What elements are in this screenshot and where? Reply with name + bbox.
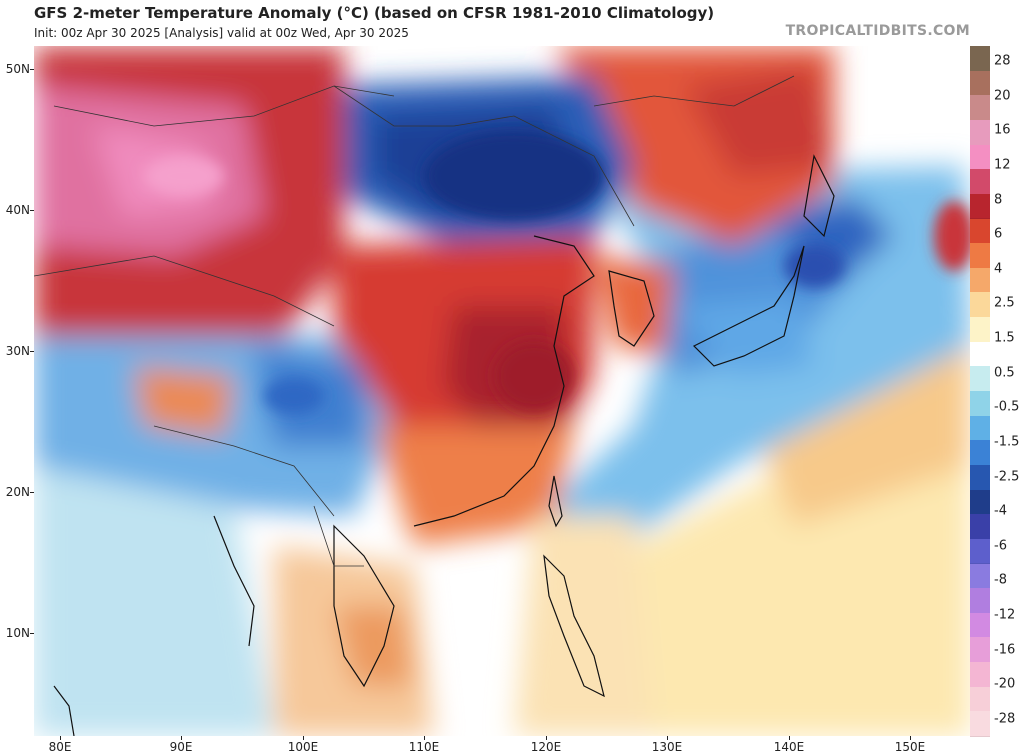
lon-tick <box>60 736 61 740</box>
colorbar-label: 2.5 <box>994 295 1015 311</box>
lat-label-10n: 10N <box>5 626 30 640</box>
colorbar-segment <box>970 538 990 565</box>
colorbar-label: -4 <box>994 503 1007 519</box>
colorbar-segment <box>970 391 990 417</box>
colorbar-label: -28 <box>994 711 1016 727</box>
colorbar-segment <box>970 563 990 590</box>
colorbar-label: 12 <box>994 157 1011 173</box>
colorbar <box>970 46 990 737</box>
anomaly-blobs <box>34 46 970 736</box>
coastlines <box>53 154 835 736</box>
lat-label-40n: 40N <box>5 203 30 217</box>
colorbar-label: -2.5 <box>994 469 1020 485</box>
colorbar-segment <box>970 366 990 392</box>
colorbar-label: 28 <box>994 53 1011 69</box>
colorbar-segment <box>970 440 990 466</box>
colorbar-segment <box>970 267 990 294</box>
colorbar-segment <box>970 317 990 343</box>
colorbar-segment <box>970 588 990 614</box>
colorbar-label: 6 <box>994 226 1003 242</box>
colorbar-segment <box>970 169 990 195</box>
colorbar-segment <box>970 489 990 516</box>
lon-tick <box>546 736 547 740</box>
colorbar-label: -20 <box>994 676 1016 692</box>
colorbar-label: 1.5 <box>994 330 1015 346</box>
colorbar-segment <box>970 95 990 121</box>
colorbar-label: -16 <box>994 642 1016 658</box>
lat-tick <box>30 210 34 211</box>
colorbar-segment <box>970 341 990 368</box>
colorbar-segment <box>970 119 990 146</box>
lon-label-80e: 80E <box>48 740 72 754</box>
lon-label-100e: 100E <box>287 740 319 754</box>
borders <box>34 75 795 567</box>
colorbar-segment <box>970 662 990 688</box>
lon-tick <box>910 736 911 740</box>
lat-tick <box>30 492 34 493</box>
map-title: GFS 2-meter Temperature Anomaly (°C) (ba… <box>34 4 715 22</box>
lat-label-50n: 50N <box>5 62 30 76</box>
anomaly-details <box>144 131 970 414</box>
lon-label-120e: 120E <box>530 740 562 754</box>
colorbar-label: -8 <box>994 572 1007 588</box>
map-subtitle: Init: 00z Apr 30 2025 [Analysis] valid a… <box>34 26 409 40</box>
colorbar-label: -1.5 <box>994 434 1020 450</box>
colorbar-segment <box>970 711 990 737</box>
colorbar-label: -6 <box>994 538 1007 554</box>
colorbar-label: 0.5 <box>994 365 1015 381</box>
lat-tick <box>30 351 34 352</box>
lat-label-20n: 20N <box>5 485 30 499</box>
temperature-anomaly-map <box>34 46 970 736</box>
colorbar-segment <box>970 464 990 491</box>
lon-tick <box>303 736 304 740</box>
colorbar-label: -0.5 <box>994 399 1020 415</box>
lat-label-30n: 30N <box>5 344 30 358</box>
colorbar-segment <box>970 243 990 269</box>
colorbar-segment <box>970 144 990 171</box>
colorbar-segment <box>970 70 990 97</box>
colorbar-label: 20 <box>994 88 1011 104</box>
colorbar-label: -12 <box>994 607 1016 623</box>
colorbar-segment <box>970 637 990 664</box>
lon-label-110e: 110E <box>408 740 440 754</box>
lon-label-90e: 90E <box>169 740 193 754</box>
lon-label-140e: 140E <box>773 740 805 754</box>
colorbar-segment <box>970 292 990 319</box>
lon-tick <box>789 736 790 740</box>
anomaly-field <box>34 46 970 736</box>
lon-label-130e: 130E <box>651 740 683 754</box>
colorbar-label: 16 <box>994 122 1011 138</box>
colorbar-segment <box>970 514 990 540</box>
brand-label: TROPICALTIDBITS.COM <box>785 23 970 39</box>
lat-tick <box>30 69 34 70</box>
colorbar-label: 8 <box>994 192 1003 208</box>
colorbar-label: 4 <box>994 261 1003 277</box>
colorbar-segment <box>970 46 990 72</box>
lat-tick <box>30 633 34 634</box>
lon-tick <box>424 736 425 740</box>
colorbar-segment <box>970 193 990 220</box>
lon-tick <box>181 736 182 740</box>
colorbar-segment <box>970 686 990 713</box>
lon-tick <box>667 736 668 740</box>
colorbar-segment <box>970 415 990 442</box>
lon-label-150e: 150E <box>894 740 926 754</box>
colorbar-segment <box>970 218 990 245</box>
colorbar-segment <box>970 612 990 639</box>
